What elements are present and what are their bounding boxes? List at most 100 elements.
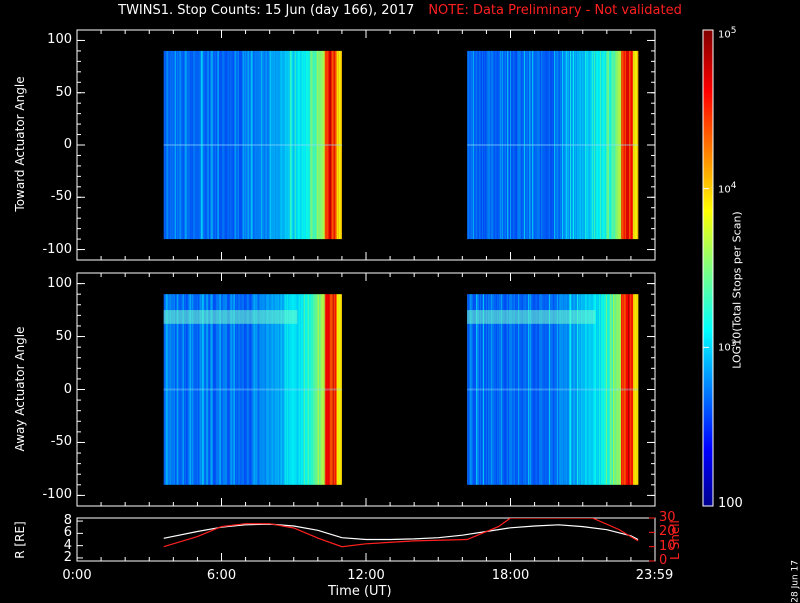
heatmap-cell [634, 50, 636, 240]
heatmap-cell [283, 294, 285, 485]
heatmap-cell [622, 294, 624, 485]
heatmap-cell [503, 294, 505, 485]
heatmap-cell [483, 50, 485, 240]
heatmap-cell [281, 294, 283, 485]
heatmap-cell [481, 50, 483, 240]
heatmap-cell [589, 50, 591, 240]
heatmap-cell [490, 50, 492, 240]
heatmap-cell [176, 50, 178, 240]
heatmap-cell [330, 50, 332, 240]
heatmap-cell [547, 50, 549, 240]
heatmap-cell [323, 294, 325, 485]
heatmap-cell [635, 50, 637, 240]
heatmap-cell [318, 294, 320, 485]
heatmap-cell [265, 294, 267, 485]
heatmap-cell [585, 294, 587, 485]
heatmap-cell [339, 50, 341, 240]
heatmap-cell [569, 294, 571, 485]
heatmap-cell [548, 294, 550, 485]
heatmap-cell [567, 294, 569, 485]
heatmap-cell [545, 294, 547, 485]
heatmap-cell [570, 294, 572, 485]
heatmap-cell [490, 294, 492, 485]
heatmap-cell [628, 50, 630, 240]
heatmap-cell [175, 50, 177, 240]
heatmap-cell [589, 294, 591, 485]
heatmap-cell [563, 50, 565, 240]
heatmap-cell [253, 294, 255, 485]
heatmap-cell [229, 294, 231, 485]
heatmap-cell [559, 50, 561, 240]
heatmap-cell [227, 50, 229, 240]
heatmap-cell [503, 50, 505, 240]
zero-angle-line [467, 144, 639, 146]
r-series-line [163, 523, 639, 541]
heatmap-cell [181, 294, 183, 485]
heatmap-cell [289, 294, 291, 485]
heatmap-cell [338, 50, 340, 240]
heatmap-cell [594, 294, 596, 485]
heatmap-cell [196, 294, 198, 485]
heatmap-cell [239, 50, 241, 240]
heatmap-cell [590, 294, 592, 485]
heatmap-cell [273, 50, 275, 240]
heatmap-cell [549, 294, 551, 485]
y-tick-label: -100 [42, 241, 72, 257]
heatmap-cell [560, 294, 562, 485]
l-shell-tick-label: 20 [659, 524, 676, 540]
heatmap-cell [538, 50, 540, 240]
y-tick-label: -50 [50, 434, 72, 450]
heatmap-cell [178, 50, 180, 240]
heatmap-cell [233, 294, 235, 485]
heatmap-cell [310, 50, 312, 240]
heatmap-cell [610, 50, 612, 240]
heatmap-cell [571, 294, 573, 485]
heatmap-cell [514, 50, 516, 240]
chart-title-line: TWINS1. Stop Counts: 15 Jun (day 166), 2… [0, 3, 800, 18]
heatmap-cell [174, 50, 176, 240]
heatmap-cell [621, 50, 623, 240]
heatmap-cell [606, 294, 608, 485]
heatmap-cell [629, 294, 631, 485]
heatmap-cell [541, 294, 543, 485]
heatmap-cell [527, 50, 529, 240]
x-tick-label: 6:00 [206, 568, 237, 583]
heatmap-cell [494, 294, 496, 485]
heatmap-cell [209, 50, 211, 240]
heatmap-cell [220, 50, 222, 240]
heatmap-cell [306, 50, 308, 240]
heatmap-cell [519, 50, 521, 240]
heatmap-cell [294, 294, 296, 485]
heatmap-cell [294, 50, 296, 240]
heatmap-cell [506, 294, 508, 485]
heatmap-cell [583, 50, 585, 240]
heatmap-cell [297, 294, 299, 485]
heatmap-cell [574, 50, 576, 240]
colorbar [702, 29, 714, 507]
heatmap-cell [167, 50, 169, 240]
heatmap-cell [525, 294, 527, 485]
heatmap-cell [534, 294, 536, 485]
heatmap-cell [188, 294, 190, 485]
heatmap-cell [488, 294, 490, 485]
heatmap-cell [587, 50, 589, 240]
heatmap-cell [316, 50, 318, 240]
heatmap-cell [593, 50, 595, 240]
y-tick-label: 50 [55, 328, 72, 344]
x-tick-label: 23:59 [635, 568, 674, 583]
heatmap-cell [166, 50, 168, 240]
heatmap-cell [279, 50, 281, 240]
heatmap-cell [591, 294, 593, 485]
heatmap-cell [263, 50, 265, 240]
heatmap-cell [165, 294, 167, 485]
heatmap-cell [178, 294, 180, 485]
heatmap-cell [184, 294, 186, 485]
heatmap-cell [627, 50, 629, 240]
orbit-panel [76, 517, 656, 562]
heatmap-cell [471, 50, 473, 240]
heatmap-cell [221, 50, 223, 240]
heatmap-cell [636, 50, 638, 240]
heatmap-cell [249, 50, 251, 240]
heatmap-cell [272, 294, 274, 485]
heatmap-cell [314, 50, 316, 240]
